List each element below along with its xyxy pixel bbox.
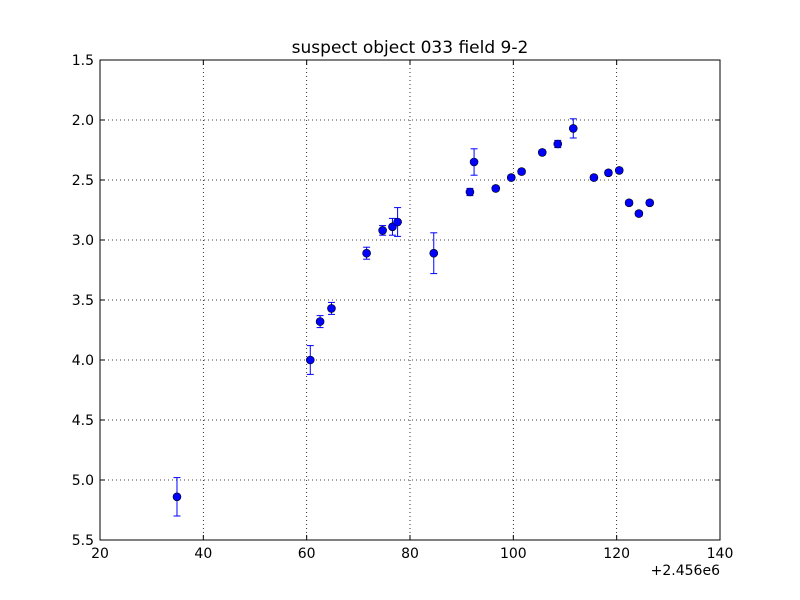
data-point — [465, 187, 475, 197]
y-tick-labels: 1.5 2.0 2.5 3.0 3.5 4.0 4.5 5.0 5.5 — [72, 53, 94, 549]
data-point — [624, 198, 634, 208]
data-point — [315, 317, 325, 326]
data-point — [634, 209, 644, 218]
data-point — [429, 248, 439, 258]
y-tick-label: 4.0 — [72, 353, 94, 369]
data-point — [491, 184, 501, 193]
data-point — [589, 173, 599, 182]
data-point — [553, 139, 563, 149]
x-tick-label: 60 — [298, 546, 316, 562]
data-point — [469, 157, 479, 167]
data-point — [537, 148, 547, 157]
grid-lines — [100, 60, 720, 540]
data-point — [393, 217, 402, 227]
x-tick-label: 100 — [500, 546, 527, 562]
y-tick-label: 1.5 — [72, 53, 94, 69]
y-tick-label: 3.0 — [72, 233, 94, 249]
data-point — [517, 167, 526, 176]
x-tick-label: 40 — [194, 546, 212, 562]
x-offset-label: +2.456e6 — [651, 563, 720, 579]
y-tick-label: 3.5 — [72, 293, 94, 309]
x-tick-label: 120 — [603, 546, 630, 562]
data-point — [378, 226, 387, 235]
y-tick-label: 5.0 — [72, 473, 94, 489]
data-point — [604, 168, 613, 178]
data-point — [362, 248, 371, 258]
x-tick-label: 80 — [401, 546, 419, 562]
x-tick-label: 20 — [91, 546, 109, 562]
y-tick-label: 4.5 — [72, 413, 94, 429]
chart-title: suspect object 033 field 9-2 — [292, 38, 529, 58]
data-point — [172, 492, 182, 502]
y-tick-label: 2.0 — [72, 113, 94, 129]
data-point — [327, 304, 336, 313]
data-point — [506, 173, 516, 182]
data-point — [305, 355, 315, 365]
data-point — [568, 124, 578, 133]
plot-frame — [99, 59, 721, 541]
data-points — [172, 124, 655, 502]
data-point — [614, 166, 624, 175]
x-tick-label: 140 — [707, 546, 734, 562]
data-point — [645, 198, 655, 208]
y-tick-label: 2.5 — [72, 173, 94, 189]
y-tick-label: 5.5 — [72, 533, 94, 549]
x-tick-labels: 20 40 60 80 100 120 140 — [91, 546, 733, 562]
